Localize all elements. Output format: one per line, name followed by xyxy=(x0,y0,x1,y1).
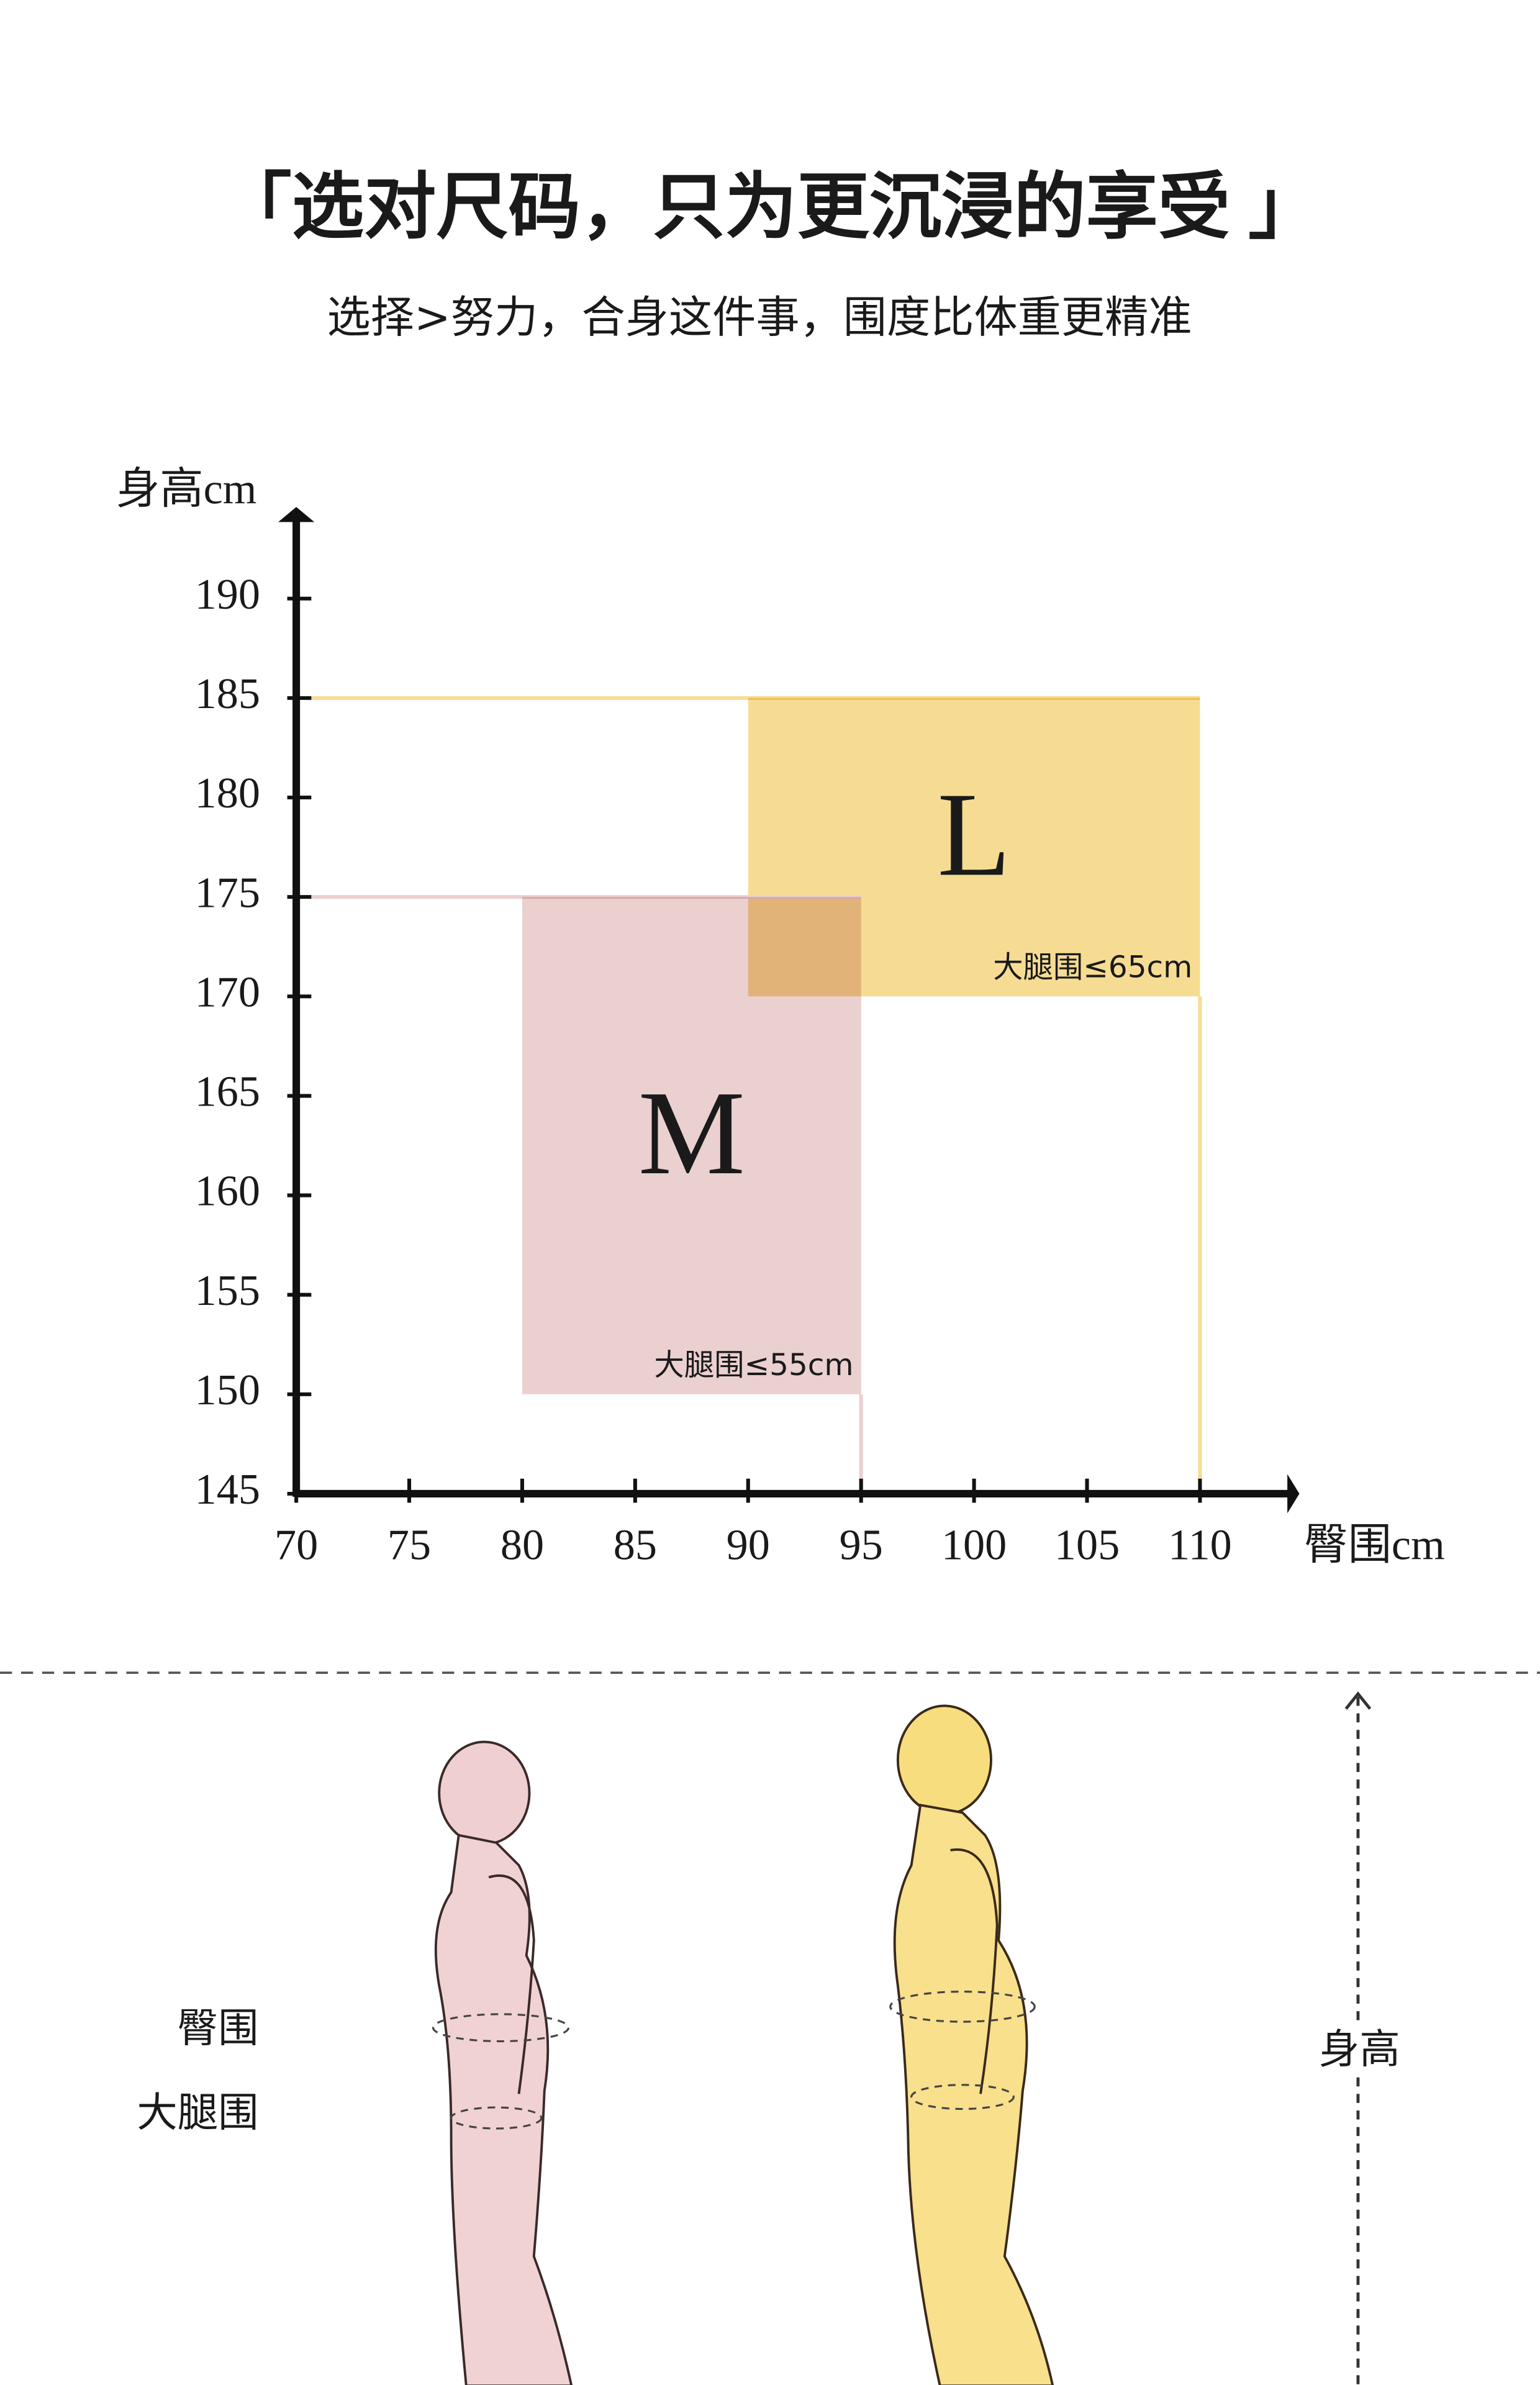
x-tick-label: 90 xyxy=(727,1521,770,1570)
y-tick-label: 145 xyxy=(195,1465,260,1514)
y-tick-label: 175 xyxy=(195,868,260,917)
x-axis-label: 臀围cm xyxy=(1304,1521,1444,1570)
x-tick-label: 85 xyxy=(614,1521,657,1570)
y-tick-label: 170 xyxy=(195,968,260,1016)
size-name: M xyxy=(638,1066,745,1199)
x-tick-label: 100 xyxy=(941,1521,1007,1570)
x-tick-label: 105 xyxy=(1054,1521,1120,1570)
y-axis-label: 身高cm xyxy=(116,465,256,514)
x-tick-label: 110 xyxy=(1168,1521,1232,1570)
thigh-label: 大腿围 xyxy=(137,2089,258,2136)
plot: L 大腿围≤65cm M 大腿围≤55cm 145 150 155 160 165 170 175 1… xyxy=(116,465,1445,1570)
hip-ring-l xyxy=(889,1991,1036,2023)
x-tick-label: 70 xyxy=(274,1521,318,1570)
y-arrow xyxy=(278,507,315,522)
y-tick-label: 180 xyxy=(195,769,260,817)
x-tick-label: 80 xyxy=(500,1521,544,1570)
y-tick-label: 160 xyxy=(195,1167,260,1215)
title: 「选对尺码，只为更沉浸的享受 」 xyxy=(220,168,1321,248)
height-arrowhead xyxy=(1344,1691,1372,1710)
y-tick-label: 155 xyxy=(195,1266,260,1315)
size-note: 大腿围≤55cm xyxy=(654,1348,853,1383)
label-bg xyxy=(1316,2023,1403,2078)
hip-ring-m xyxy=(432,2013,570,2043)
hip-label: 臀围 xyxy=(178,2005,259,2052)
figure-l xyxy=(893,1704,1054,2385)
x-tick-label: 75 xyxy=(387,1521,431,1570)
thigh-ring-m xyxy=(450,2106,543,2130)
size-region xyxy=(522,897,861,1394)
size-note: 大腿围≤65cm xyxy=(993,950,1192,985)
subtitle: 选择>努力，合身这件事，围度比体重更精准 xyxy=(327,292,1192,343)
y-tick-label: 150 xyxy=(195,1366,260,1414)
x-arrow xyxy=(1287,1474,1300,1514)
y-tick-label: 190 xyxy=(195,570,260,619)
y-tick-label: 185 xyxy=(195,670,260,718)
height-label: 身高 xyxy=(1319,2026,1400,2073)
thigh-ring-l xyxy=(910,2084,1015,2110)
x-tick-label: 95 xyxy=(840,1521,883,1570)
y-tick-label: 165 xyxy=(195,1068,260,1116)
figure-m xyxy=(434,1740,573,2385)
size-name: L xyxy=(937,768,1010,901)
